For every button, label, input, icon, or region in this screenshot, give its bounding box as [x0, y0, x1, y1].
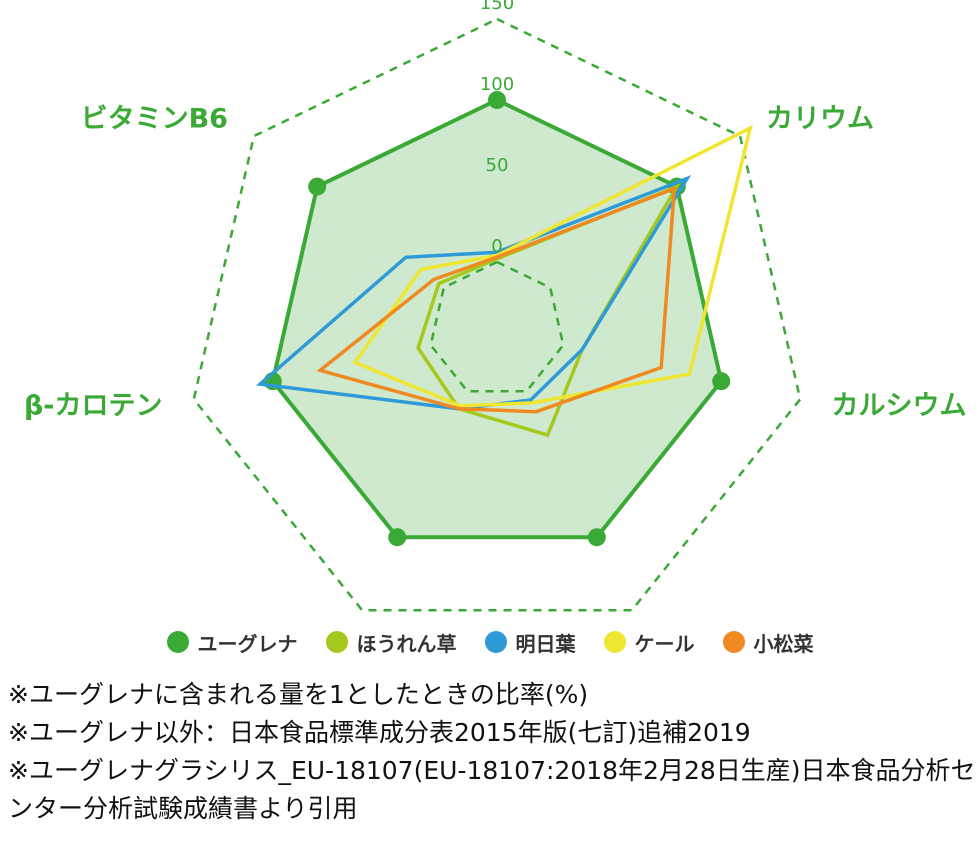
- legend-item-spinach: ほうれん草: [325, 628, 457, 657]
- series-point: [712, 372, 731, 391]
- series-line: [416, 183, 681, 438]
- legend-label: 小松菜: [753, 631, 814, 656]
- legend-label: ほうれん草: [356, 631, 457, 656]
- legend-item-kale: ケール: [603, 628, 695, 657]
- series-point: [388, 528, 407, 547]
- legend-dot: [722, 631, 745, 653]
- series-point: [587, 528, 606, 547]
- tick-label: 100: [480, 74, 514, 95]
- series-point: [308, 177, 327, 196]
- tick-label: 0: [491, 236, 502, 257]
- legend-dot: [603, 631, 626, 653]
- footnote-source: ※ユーグレナ以外：日本食品標準成分表2015年版(七訂)追補2019: [8, 718, 751, 747]
- series-line: [316, 185, 677, 414]
- legend-dot: [325, 631, 348, 653]
- legend-dot: [166, 631, 189, 653]
- radar-series: [255, 91, 753, 547]
- series-point: [488, 91, 506, 109]
- footnote-ratio: ※ユーグレナに含まれる量を1としたときの比率(%): [8, 680, 589, 709]
- axis-label: カルシウム: [832, 390, 967, 421]
- legend-label: 明日葉: [515, 631, 576, 656]
- legend-dot: [484, 631, 507, 653]
- series-4: [316, 185, 677, 414]
- series-line: [352, 124, 753, 408]
- axis-label: カリウム: [766, 104, 874, 135]
- tick-label: 150: [480, 0, 514, 14]
- legend-label: ケール: [634, 631, 695, 656]
- legend: ユーグレナ ほうれん草 明日葉 ケール 小松菜: [0, 622, 980, 662]
- axis-label: β-カロテン: [24, 390, 163, 421]
- axis-label: ビタミンB6: [81, 104, 228, 135]
- series-1: [416, 183, 681, 438]
- tick-label: 50: [486, 155, 509, 176]
- footnote-citation: ※ユーグレナグラシリス_EU-18107(EU-18107:2018年2月28日…: [8, 756, 976, 823]
- legend-item-komatsuna: 小松菜: [722, 628, 814, 657]
- legend-item-euglena: ユーグレナ: [166, 628, 298, 657]
- series-3: [352, 124, 753, 408]
- radar-tick-labels: 0 50 100 150: [480, 0, 514, 257]
- legend-label: ユーグレナ: [197, 631, 298, 656]
- footnotes: ※ユーグレナに含まれる量を1としたときの比率(%) ※ユーグレナ以外：日本食品標…: [8, 676, 976, 828]
- legend-item-ashitaba: 明日葉: [484, 628, 576, 657]
